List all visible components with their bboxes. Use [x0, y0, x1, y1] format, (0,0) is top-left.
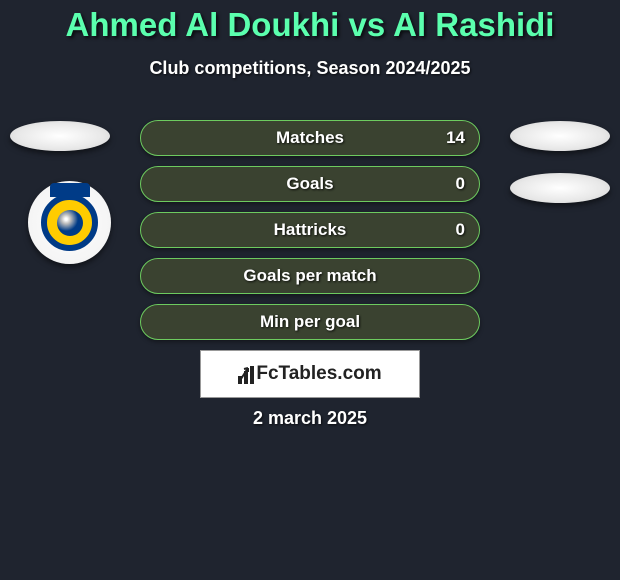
subtitle: Club competitions, Season 2024/2025 [0, 58, 620, 79]
club-logo [28, 181, 111, 264]
player-right-badge-2 [510, 173, 610, 203]
player-right-badge [510, 121, 610, 151]
stat-row-min-per-goal: Min per goal [140, 304, 480, 340]
stat-row-goals: Goals 0 [140, 166, 480, 202]
brand-box[interactable]: FcTables.com [200, 350, 420, 398]
chart-icon [238, 364, 250, 384]
stat-row-matches: Matches 14 [140, 120, 480, 156]
stat-value: 14 [446, 128, 465, 148]
stat-label: Goals [286, 174, 333, 194]
stat-label: Matches [276, 128, 344, 148]
player-left-badge [10, 121, 110, 151]
stat-row-hattricks: Hattricks 0 [140, 212, 480, 248]
stats-container: Matches 14 Goals 0 Hattricks 0 Goals per… [140, 120, 480, 350]
stat-value: 0 [456, 174, 465, 194]
stat-label: Min per goal [260, 312, 360, 332]
stat-value: 0 [456, 220, 465, 240]
brand-text: FcTables.com [256, 363, 381, 385]
page-title: Ahmed Al Doukhi vs Al Rashidi [0, 0, 620, 44]
date-text: 2 march 2025 [0, 408, 620, 429]
stat-label: Hattricks [274, 220, 347, 240]
stat-row-goals-per-match: Goals per match [140, 258, 480, 294]
stat-label: Goals per match [243, 266, 376, 286]
